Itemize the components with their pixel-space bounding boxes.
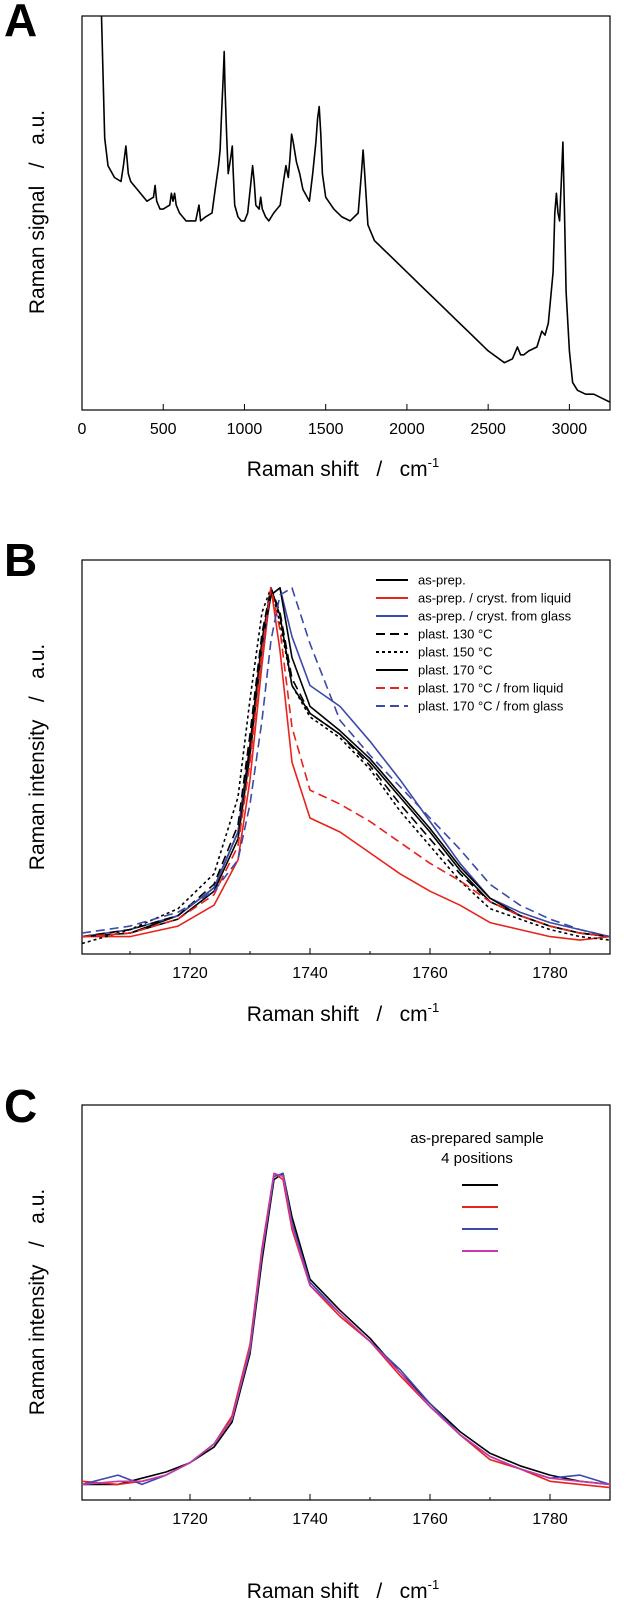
x-tick-label-a: 500	[150, 421, 177, 438]
legend-label-2: as-prep. / cryst. from glass	[418, 609, 572, 624]
y-axis-unit-a: a.u.	[26, 110, 49, 145]
panel-a: A 0 500 1000 1500 2000 2500 3000 Raman signal …	[4, 0, 611, 481]
series-line-b-1	[82, 587, 611, 941]
legend-b: as-prep. as-prep. / cryst. from liquid as-…	[376, 573, 572, 714]
series-line-b-4	[81, 587, 611, 945]
panel-letter-a: A	[4, 0, 37, 46]
x-tick-label-b: 1720	[172, 965, 208, 982]
series-line-b-3	[81, 587, 611, 938]
series-group-b	[81, 587, 611, 945]
legend-label-3: plast. 130 °C	[418, 627, 493, 642]
series-line-b-2	[81, 587, 611, 938]
panel-letter-c: C	[4, 1080, 37, 1132]
panel-b: B 1720 1740 1760 1780 as-prep. as-prep. / cr…	[4, 534, 611, 1026]
series-line-c-2	[81, 1172, 611, 1486]
x-tick-label-b: 1780	[532, 965, 568, 982]
plot-frame-a	[81, 15, 611, 411]
svg-text:Raman signal / a.u.: Raman signal / a.u.	[26, 110, 49, 314]
x-axis-unit-exp-c: -1	[428, 1577, 440, 1592]
series-line-c-3	[81, 1172, 611, 1486]
series-group-a	[100, 15, 611, 403]
series-line-c-0	[82, 1172, 611, 1486]
y-axis-title-c: Raman intensity / a.u.	[26, 1189, 49, 1415]
legend-label-6: plast. 170 °C / from liquid	[418, 681, 563, 696]
x-ticks-c: 1720 1740 1760 1780	[129, 1494, 611, 1528]
y-axis-label-b: Raman intensity	[26, 719, 49, 870]
y-axis-title-b: Raman intensity / a.u.	[26, 644, 49, 870]
x-axis-title-a: Raman shift / cm-1	[247, 455, 439, 481]
x-axis-title-b: Raman shift / cm-1	[247, 1000, 439, 1026]
x-axis-title-c: Raman shift / cm-1	[247, 1577, 439, 1603]
x-axis-label-c: Raman shift	[247, 1580, 359, 1603]
x-ticks-a: 0 500 1000 1500 2000 2500 3000	[78, 404, 588, 438]
svg-text:Raman intensity / a.u.: Raman intensity / a.u.	[26, 644, 49, 870]
series-line-c-1	[81, 1172, 611, 1489]
series-line-b-5	[81, 587, 611, 938]
y-axis-label-c: Raman intensity	[26, 1264, 49, 1415]
panel-c: C 1720 1740 1760 1780 as-prepared sample 4 …	[4, 1080, 611, 1603]
x-tick-label-a: 2000	[389, 421, 425, 438]
x-tick-label-a: 1000	[227, 421, 263, 438]
series-line-b-0	[81, 587, 611, 938]
y-axis-title-a: Raman signal / a.u.	[26, 110, 49, 314]
legend-label-0: as-prep.	[418, 573, 466, 588]
x-tick-label-a: 0	[78, 421, 87, 438]
x-tick-label-b: 1760	[412, 965, 448, 982]
x-axis-unit-a: cm	[400, 458, 428, 481]
x-tick-label-a: 2500	[470, 421, 506, 438]
y-axis-unit-b: a.u.	[26, 644, 49, 679]
legend-title-line-1: as-prepared sample	[410, 1130, 543, 1147]
legend-title-line-2: 4 positions	[441, 1150, 513, 1167]
x-ticks-b: 1720 1740 1760 1780	[129, 948, 611, 982]
y-axis-label-a: Raman signal	[26, 186, 49, 314]
legend-label-5: plast. 170 °C	[418, 663, 493, 678]
x-axis-unit-b: cm	[400, 1003, 428, 1026]
x-tick-label-c: 1760	[412, 1511, 448, 1528]
series-group-c	[81, 1172, 611, 1489]
legend-c: as-prepared sample 4 positions	[410, 1130, 544, 1252]
legend-label-1: as-prep. / cryst. from liquid	[418, 591, 571, 606]
x-tick-label-a: 1500	[308, 421, 344, 438]
x-axis-label-b: Raman shift	[247, 1003, 359, 1026]
series-line-a-0	[100, 15, 611, 403]
series-line-b-7	[81, 587, 611, 938]
x-axis-unit-exp-b: -1	[428, 1000, 440, 1015]
x-tick-label-c: 1740	[292, 1511, 328, 1528]
plot-frame-b	[81, 559, 611, 955]
x-tick-label-b: 1740	[292, 965, 328, 982]
x-axis-unit-c: cm	[400, 1580, 428, 1603]
series-line-b-6	[81, 587, 611, 938]
x-axis-unit-exp-a: -1	[428, 455, 440, 470]
legend-label-4: plast. 150 °C	[418, 645, 493, 660]
panel-letter-b: B	[4, 534, 37, 586]
svg-text:Raman intensity / a.u.: Raman intensity / a.u.	[26, 1189, 49, 1415]
x-tick-label-a: 3000	[552, 421, 588, 438]
x-tick-label-c: 1780	[532, 1511, 568, 1528]
x-tick-label-c: 1720	[172, 1511, 208, 1528]
x-axis-label-a: Raman shift	[247, 458, 359, 481]
plot-frame-c	[81, 1104, 611, 1501]
y-axis-unit-c: a.u.	[26, 1189, 49, 1224]
legend-label-7: plast. 170 °C / from glass	[418, 699, 564, 714]
